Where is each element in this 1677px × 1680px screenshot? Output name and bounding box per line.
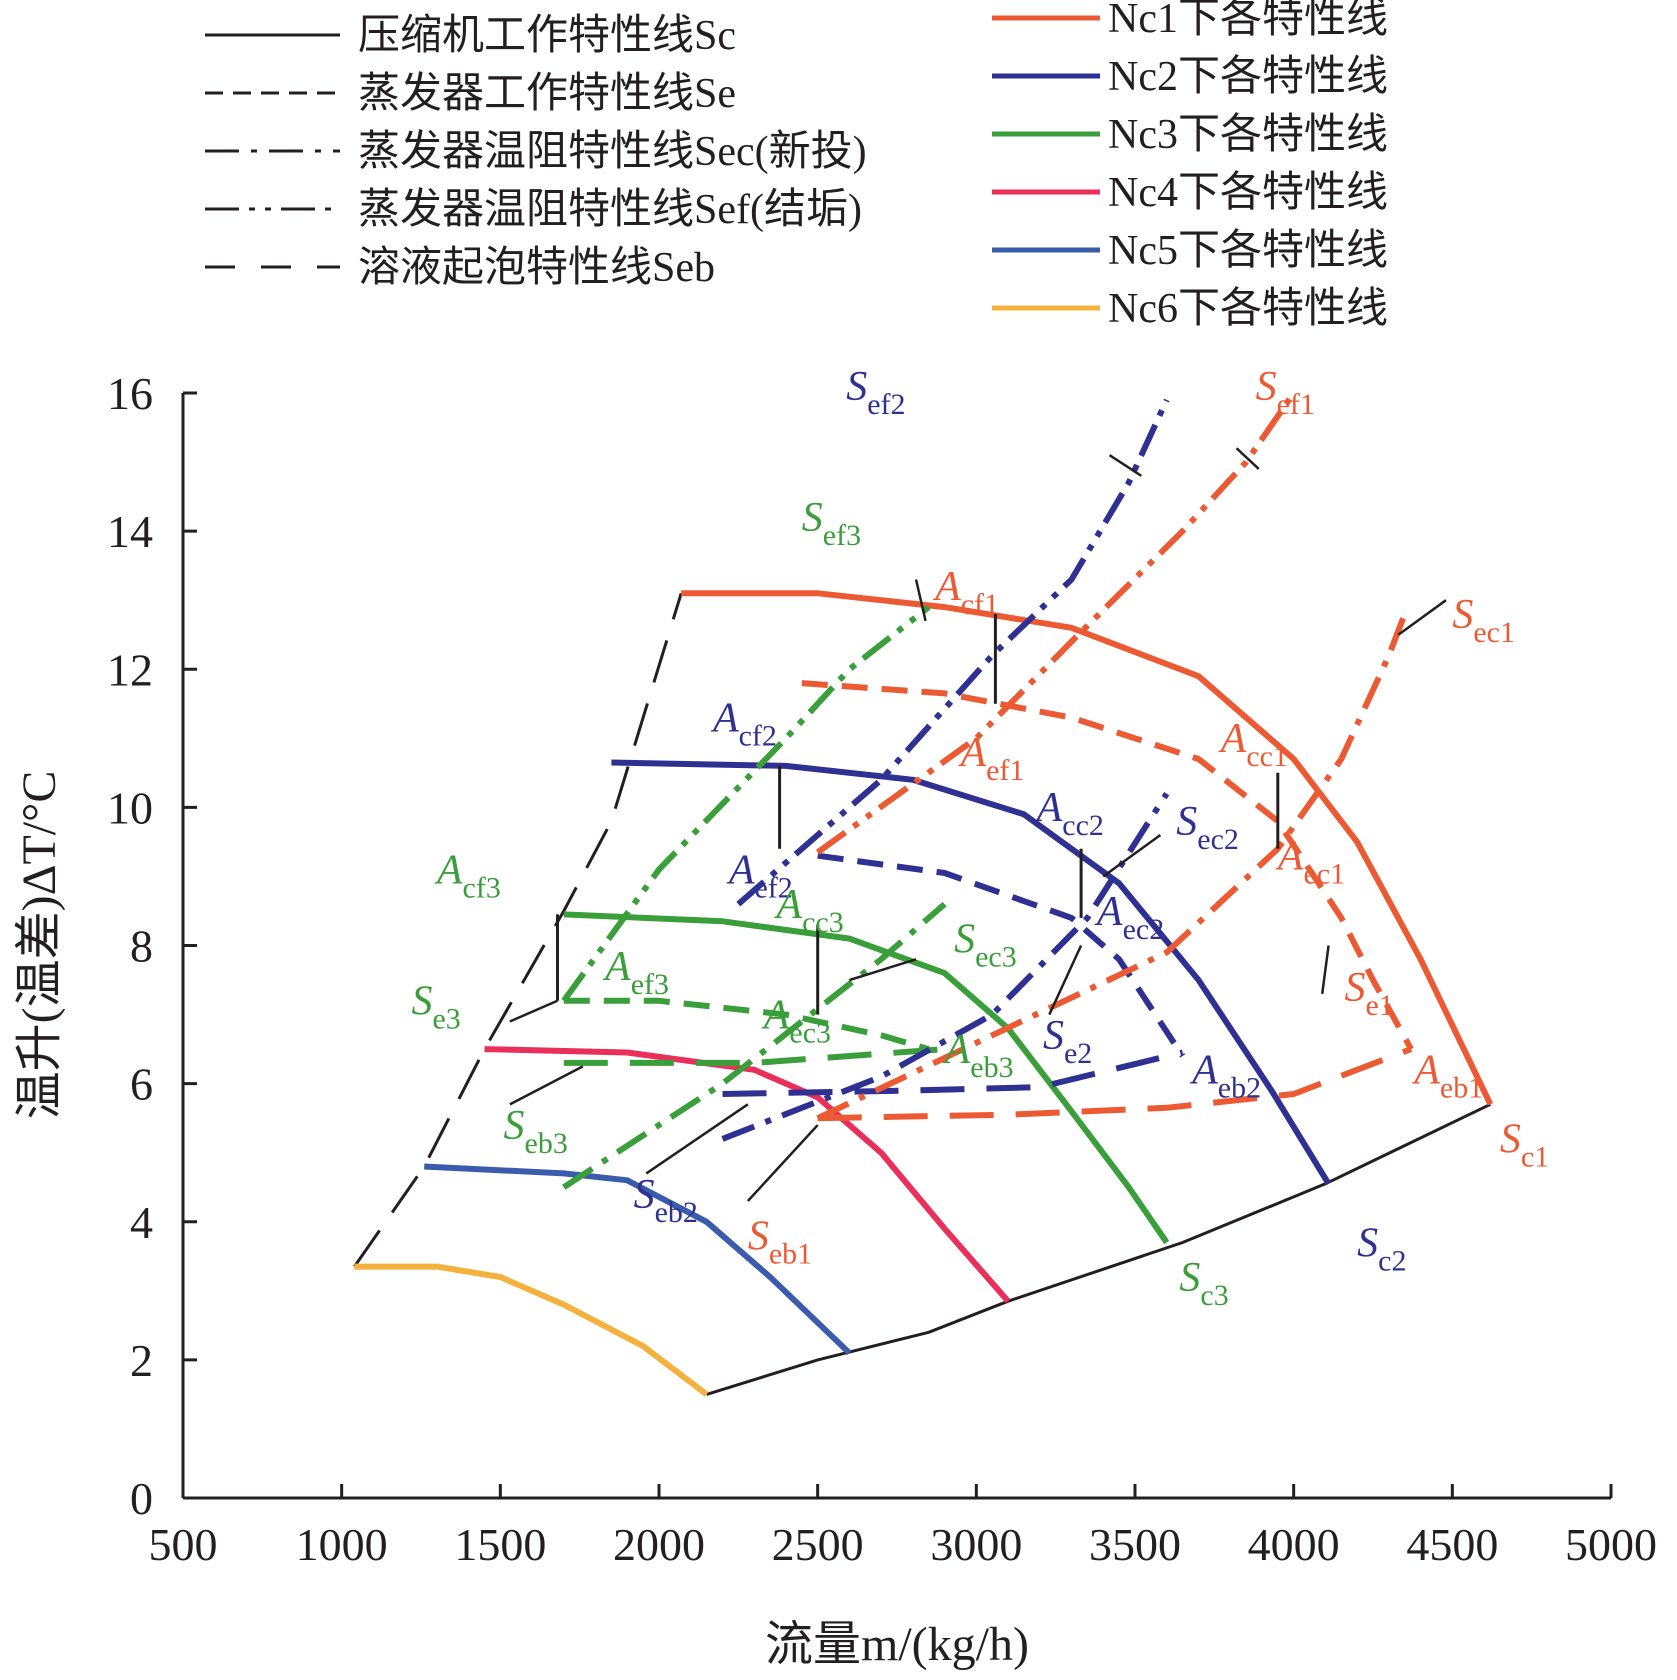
- annotation-leader: [849, 958, 917, 982]
- curve-annotation: Acf1: [932, 564, 999, 621]
- x-axis-label: 流量m/(kg/h): [765, 1618, 1029, 1671]
- x-tick-label: 1000: [296, 1519, 388, 1570]
- x-tick-label: 4500: [1406, 1519, 1498, 1570]
- curve-annotation: Sef2: [846, 364, 905, 421]
- curve-annotation: Aef2: [726, 847, 793, 904]
- annotation-leader: [914, 579, 927, 622]
- y-tick-label: 10: [107, 782, 153, 833]
- curve-annotation: Sc1: [1500, 1117, 1549, 1174]
- series-line: [722, 1049, 1184, 1097]
- curve-annotation: Aec2: [1094, 889, 1164, 946]
- curve-annotation: Sc3: [1179, 1255, 1228, 1312]
- curve-annotations: Sef2 Sef1 Sef3 Acf1 Sec1 Acc1 Aef1 Acf2 Acc2 Sec2…: [411, 364, 1549, 1312]
- series-line: [736, 398, 1170, 907]
- y-axis-label: 温升(温差)ΔT/°C: [13, 771, 66, 1120]
- curve-annotation: Aeb2: [1189, 1048, 1261, 1105]
- y-tick-label: 12: [107, 644, 153, 695]
- curve-annotation: Sec3: [954, 916, 1017, 973]
- curve-annotation: Se2: [1043, 1013, 1092, 1070]
- curve-annotation: Aec1: [1275, 834, 1345, 891]
- curve-annotation: Aef3: [602, 944, 669, 1001]
- series-line: [611, 759, 1332, 1186]
- curve-annotation: Seb3: [504, 1103, 568, 1160]
- series-line: [354, 1263, 709, 1397]
- curve-annotation: Acc1: [1218, 716, 1288, 773]
- x-tick-label: 2500: [772, 1519, 864, 1570]
- series-line: [563, 911, 1170, 1245]
- legend: 压缩机工作特性线Sc 蒸发器工作特性线Se 蒸发器温阻特性线Sec(新投) 蒸发器温阻…: [205, 0, 1388, 332]
- annotation-leader: [746, 1124, 819, 1202]
- y-tick-label: 2: [130, 1335, 153, 1386]
- curve-annotation: Seb1: [748, 1213, 812, 1270]
- series-line: [815, 391, 1297, 855]
- legend-label: 蒸发器温阻特性线Sec(新投): [358, 129, 867, 175]
- curve-annotation: Se3: [411, 979, 460, 1036]
- curve-annotation: Aeb1: [1411, 1048, 1483, 1105]
- x-tick-label: 2000: [613, 1519, 705, 1570]
- legend-label: Nc3下各特性线: [1108, 111, 1388, 158]
- curve-annotation: Sc2: [1357, 1220, 1406, 1277]
- series-line: [817, 1046, 1413, 1122]
- legend-label: Nc1下各特性线: [1108, 0, 1388, 42]
- annotation-leader: [1397, 599, 1447, 636]
- x-tick-label: 1500: [454, 1519, 546, 1570]
- legend-label: 溶液起泡特性线Seb: [358, 244, 715, 291]
- curve-annotation: Acc2: [1034, 785, 1104, 842]
- annotation-leader: [1235, 447, 1260, 470]
- series-line: [353, 592, 683, 1268]
- annotation-leader: [645, 1103, 749, 1175]
- y-tick-label: 8: [130, 921, 153, 972]
- series-line: [563, 997, 930, 1052]
- series-line: [484, 1046, 1011, 1304]
- series-line: [561, 604, 931, 1003]
- legend-label: 蒸发器工作特性线Se: [358, 71, 736, 117]
- curve-annotation: Aef1: [957, 730, 1024, 787]
- curve-annotation: Se1: [1344, 965, 1393, 1022]
- legend-label: Nc5下各特性线: [1108, 227, 1388, 274]
- curve-annotation: Sec1: [1452, 592, 1515, 649]
- annotation-leader: [1320, 945, 1330, 995]
- curve-annotation: Aeb3: [942, 1027, 1014, 1084]
- curve-annotation: Seb2: [634, 1172, 698, 1229]
- plot-lines: [353, 391, 1494, 1397]
- legend-label: Nc2下各特性线: [1108, 53, 1388, 100]
- annotation-leader: [1102, 833, 1162, 878]
- legend-label: 蒸发器温阻特性线Sef(结垢): [358, 187, 862, 233]
- curve-annotation: Acf3: [434, 847, 501, 904]
- curve-annotation: Sec2: [1176, 799, 1239, 856]
- x-tick-label: 5000: [1565, 1519, 1657, 1570]
- x-tick-label: 3000: [930, 1519, 1022, 1570]
- legend-label: Nc4下各特性线: [1108, 169, 1388, 216]
- annotation-leader: [509, 999, 558, 1023]
- x-tick-label: 3500: [1089, 1519, 1181, 1570]
- curve-annotation: Sef3: [802, 495, 861, 552]
- axes: 流量m/(kg/h) 温升(温差)ΔT/°C 500 1000 1500 2000 25…: [13, 368, 1657, 1671]
- series-line: [801, 680, 1414, 1051]
- curve-annotation: Acc3: [773, 882, 843, 939]
- legend-label: Nc6下各特性线: [1108, 285, 1388, 332]
- y-tick-label: 0: [130, 1473, 153, 1524]
- series-line: [721, 791, 1170, 1142]
- x-tick-label: 500: [149, 1519, 218, 1570]
- annotation-leader: [1108, 454, 1143, 477]
- legend-label: 压缩机工作特性线Sc: [358, 13, 736, 59]
- series-line: [424, 1163, 852, 1356]
- curve-annotation: Aec3: [761, 992, 831, 1049]
- y-tick-label: 16: [107, 368, 153, 419]
- series-line: [817, 852, 1186, 1058]
- curve-annotation: Sef1: [1256, 364, 1315, 421]
- series-line: [681, 590, 1494, 1106]
- y-tick-label: 6: [130, 1059, 153, 1110]
- x-tick-label: 4000: [1248, 1519, 1340, 1570]
- curve-annotation: Acf2: [710, 695, 777, 752]
- annotation-leader: [509, 1065, 584, 1106]
- y-tick-label: 14: [107, 506, 153, 557]
- annotation-leader: [1048, 944, 1083, 1016]
- y-tick-label: 4: [130, 1197, 153, 1248]
